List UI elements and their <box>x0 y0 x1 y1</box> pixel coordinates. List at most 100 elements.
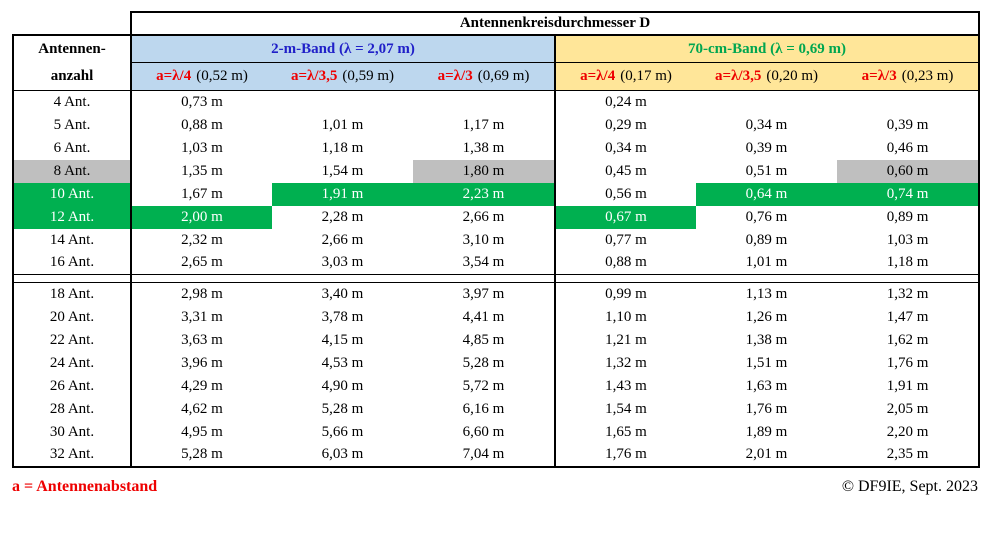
spacing-ratio-label: a=λ/3,5 <box>290 68 338 85</box>
value-cell: 0,88 m <box>554 251 696 275</box>
value-cell: 5,66 m <box>321 423 364 440</box>
separator-cell <box>131 274 272 283</box>
table-row: 16 Ant. 2,65 m 3,03 m 3,54 m 0,88 m 1,01 m 1,1… <box>12 251 981 275</box>
value-cell: 3,40 m <box>321 285 364 302</box>
row-label: 4 Ant. <box>12 90 132 114</box>
value-cell: 5,28 m <box>462 354 505 371</box>
value-cell: 1,47 m <box>837 305 981 329</box>
value-cell <box>413 91 555 114</box>
value-cell: 0,76 m <box>745 208 788 225</box>
value-cell <box>272 91 413 114</box>
antenna-diameter-table: Antennenkreisdurchmesser D Antennen- anz… <box>12 11 981 468</box>
value-cell: 1,54 m <box>321 162 364 179</box>
value-cell: 1,62 m <box>837 328 981 352</box>
value-cell: 6,03 m <box>272 443 413 468</box>
value-cell <box>696 91 837 114</box>
row-label: 6 Ant. <box>12 136 132 160</box>
value-cell: 4,62 m <box>181 400 223 417</box>
value-cell: 1,26 m <box>745 308 788 325</box>
value-cell: 0,77 m <box>554 228 696 252</box>
value-cell: 3,03 m <box>321 254 364 271</box>
value-cell: 0,99 m <box>554 282 696 306</box>
value-cell: 1,43 m <box>554 374 696 398</box>
value-cell: 1,91 m <box>272 182 413 206</box>
table-title: Antennenkreisdurchmesser D <box>129 11 981 36</box>
value-cell: 0,39 m <box>837 113 981 137</box>
value-cell: 1,76 m <box>745 400 788 417</box>
value-cell: 0,34 m <box>745 116 788 133</box>
row-label: 22 Ant. <box>12 328 132 352</box>
value-cell: 1,18 m <box>321 139 364 156</box>
table-row: 22 Ant. 3,63 m 4,15 m 4,85 m 1,21 m 1,38 m 1,6… <box>12 328 981 352</box>
value-cell: 4,41 m <box>462 308 505 325</box>
row-label: 28 Ant. <box>12 397 132 421</box>
value-cell: 1,91 m <box>837 374 981 398</box>
separator-cell <box>12 274 132 283</box>
value-cell: 2,28 m <box>321 208 364 225</box>
value-cell: 2,98 m <box>181 285 223 302</box>
value-cell: 0,39 m <box>745 139 788 156</box>
value-cell: 0,56 m <box>554 182 696 206</box>
spacing-value-label: (0,69 m) <box>477 68 530 85</box>
value-cell: 1,17 m <box>462 116 505 133</box>
value-cell: 1,01 m <box>321 116 364 133</box>
separator-cell <box>272 274 413 283</box>
value-cell: 1,03 m <box>837 228 981 252</box>
subheader-row: a=λ/4 (0,52 m) a=λ/3,5 (0,59 m) a=λ/3 (0,69 m… <box>13 62 981 91</box>
value-cell: 1,54 m <box>554 397 696 421</box>
value-cell: 1,18 m <box>837 251 981 275</box>
value-cell: 1,03 m <box>181 139 223 156</box>
corner-blank <box>13 12 131 35</box>
value-cell: 1,80 m <box>413 159 555 183</box>
title-row: Antennenkreisdurchmesser D <box>13 11 981 36</box>
table-row: 4 Ant. 0,73 m 0,24 m <box>12 90 981 114</box>
row-label: 14 Ant. <box>12 228 132 252</box>
table-row: 12 Ant. 2,00 m 2,28 m 2,66 m 0,67 m 0,76 m 0,8… <box>12 205 981 229</box>
value-cell: 1,10 m <box>554 305 696 329</box>
value-cell: 1,76 m <box>554 443 696 468</box>
value-cell: 6,60 m <box>462 423 505 440</box>
subheader-2m-2: a=λ/3,5 (0,59 m) <box>272 62 413 91</box>
value-cell: 2,00 m <box>131 205 272 229</box>
value-cell: 3,97 m <box>462 285 505 302</box>
separator-cell <box>837 274 981 283</box>
spacing-ratio-label: a=λ/4 <box>580 68 616 85</box>
row-label: 30 Ant. <box>12 420 132 444</box>
row-label: 12 Ant. <box>12 205 132 229</box>
value-cell: 1,32 m <box>554 351 696 375</box>
value-cell: 4,95 m <box>181 423 223 440</box>
value-cell: 4,85 m <box>462 331 505 348</box>
value-cell: 0,64 m <box>696 182 837 206</box>
subheader-70cm-3: a=λ/3 (0,23 m) <box>837 62 981 91</box>
spacing-value-label: (0,52 m) <box>196 68 248 85</box>
value-cell: 1,67 m <box>181 185 223 202</box>
copyright-credit: © DF9IE, Sept. 2023 <box>841 477 978 495</box>
value-cell: 0,29 m <box>554 113 696 137</box>
value-cell: 1,63 m <box>745 377 788 394</box>
table-row: 30 Ant. 4,95 m 5,66 m 6,60 m 1,65 m 1,89 m 2,2… <box>12 420 981 444</box>
row-label: 26 Ant. <box>12 374 132 398</box>
spacing-value-label: (0,17 m) <box>620 68 672 85</box>
value-cell: 2,35 m <box>837 443 981 468</box>
value-cell: 0,34 m <box>554 136 696 160</box>
value-cell: 3,10 m <box>462 231 505 248</box>
row-label: 18 Ant. <box>12 282 132 306</box>
row-label: 32 Ant. <box>12 443 132 468</box>
separator-cell <box>413 274 555 283</box>
spacing-ratio-label: a=λ/3,5 <box>714 68 762 85</box>
spacing-value-label: (0,20 m) <box>766 68 818 85</box>
table-row: 32 Ant. 5,28 m 6,03 m 7,04 m 1,76 m 2,01 m 2,3… <box>12 443 981 468</box>
value-cell: 4,90 m <box>321 377 364 394</box>
subheader-70cm-2: a=λ/3,5 (0,20 m) <box>696 62 837 91</box>
value-cell <box>837 90 981 114</box>
value-cell: 6,16 m <box>462 400 505 417</box>
value-cell: 2,65 m <box>181 254 223 271</box>
value-cell: 2,01 m <box>696 443 837 468</box>
value-cell: 5,28 m <box>321 400 364 417</box>
subheader-2m-3: a=λ/3 (0,69 m) <box>413 62 555 91</box>
subheader-2m-1: a=λ/4 (0,52 m) <box>131 62 272 91</box>
value-cell: 1,38 m <box>462 139 505 156</box>
footer: a = Antennenabstand © DF9IE, Sept. 2023 <box>12 478 978 496</box>
legend-antenna-spacing: a = Antennenabstand <box>12 477 158 495</box>
spacing-value-label: (0,23 m) <box>901 68 954 85</box>
